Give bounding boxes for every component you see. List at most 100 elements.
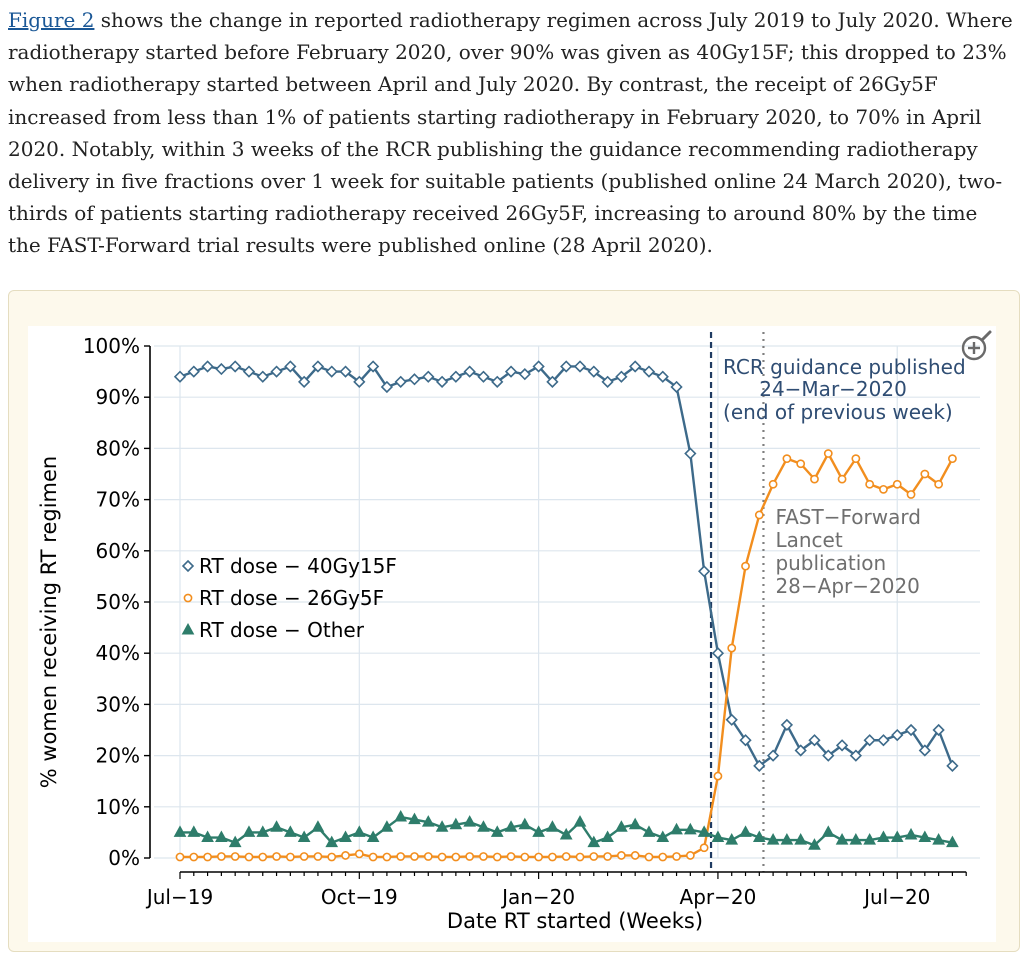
caption-paragraph: Figure 2 shows the change in reported ra… — [8, 4, 1016, 262]
series-other-point — [601, 830, 614, 843]
y-tick-label: 70% — [96, 488, 140, 512]
series-26gy5f-point — [658, 852, 668, 862]
y-tick-label: 40% — [96, 641, 140, 665]
series-40gy15f-point — [435, 375, 449, 388]
series-26gy5f-point — [810, 474, 819, 484]
series-other-point — [587, 835, 601, 848]
series-40gy15f-point — [656, 370, 669, 383]
fast-forward-annotation-line: Lancet — [775, 528, 842, 552]
series-other-point — [215, 830, 228, 843]
series-40gy15f-point — [808, 734, 821, 747]
series-40gy15f-point — [794, 744, 807, 757]
series-26gy5f-point — [313, 852, 323, 861]
series-26gy5f-point — [423, 852, 433, 861]
series-other-point — [739, 825, 752, 837]
series-other-point — [670, 822, 683, 835]
series-26gy5f-point — [520, 852, 530, 862]
series-26gy5f-point — [741, 561, 750, 571]
series-26gy5f-point — [272, 852, 281, 861]
series-other-point — [683, 822, 697, 835]
series-26gy5f-point — [368, 852, 378, 862]
series-40gy15f-point — [284, 360, 297, 373]
series-other-point — [201, 830, 214, 843]
y-tick-label: 0% — [108, 846, 140, 870]
series-26gy5f-point — [865, 479, 875, 489]
series-40gy15f-point — [711, 647, 725, 660]
y-tick-label: 80% — [96, 436, 140, 460]
rcr-annotation-line: (end of previous week) — [723, 400, 953, 424]
series-40gy15f-point — [380, 380, 394, 394]
series-40gy15f-point — [698, 565, 711, 578]
series-26gy5f-point — [548, 852, 557, 862]
series-40gy15f-point — [918, 744, 931, 757]
x-tick-label: Jul−20 — [862, 885, 930, 909]
series-40gy15f-point — [863, 734, 876, 747]
series-40gy15f-point — [325, 365, 338, 378]
series-other-point — [780, 833, 794, 845]
series-other-point — [449, 817, 463, 830]
chart-area: 0% 10% 20% 30% 40% 50% 60% 70% 80% 90% 100% Jul−19 O… — [28, 326, 996, 942]
vertical-markers — [709, 332, 765, 872]
y-tick-label: 100% — [83, 334, 140, 358]
series-26gy5f-point — [906, 490, 916, 499]
series-other-point — [339, 830, 352, 843]
x-tick-label: Jul−19 — [145, 885, 213, 909]
series-40gy15f-point — [766, 749, 780, 762]
series-40gy15f-point — [615, 370, 628, 383]
figure-2-link[interactable]: Figure 2 — [8, 8, 95, 32]
x-tick-label: Jan−20 — [500, 885, 575, 909]
series-other-point — [697, 825, 711, 837]
series-40gy15f-point — [739, 734, 752, 747]
series-40gy15f-point — [946, 759, 959, 772]
series-other-point — [463, 815, 477, 827]
series-other-point — [297, 830, 311, 843]
series-other-legend-label: RT dose − Other — [199, 618, 365, 642]
series-40gy15f-point — [229, 360, 242, 373]
series-other-point — [752, 830, 766, 843]
series-other-point — [380, 820, 394, 832]
series-40gy15f-point — [311, 360, 325, 373]
x-axis-title: Date RT started (Weeks) — [447, 909, 703, 933]
series-40gy15f-point — [904, 723, 918, 737]
series-26gy5f-point — [796, 459, 806, 469]
rcr-annotation-line: 24−Mar−2020 — [759, 377, 907, 401]
series-26gy5f-point — [189, 852, 199, 862]
zoom-in-icon[interactable] — [961, 330, 992, 361]
series-other-point — [877, 830, 890, 843]
series-26gy5f-point — [410, 852, 419, 861]
series-40gy15f-point — [753, 759, 766, 772]
series-26gy5f-point — [879, 484, 888, 494]
gridlines — [154, 345, 980, 859]
series-other-point — [421, 815, 435, 827]
series-40gy15f-point — [560, 360, 573, 373]
series-26gy5f-point — [299, 852, 309, 861]
series-other-point — [187, 825, 201, 837]
series-40gy15f-point — [422, 370, 435, 383]
series-40gy15f-point — [201, 360, 214, 373]
series-other-point — [256, 825, 270, 837]
fast-forward-annotation-line: publication — [775, 551, 886, 575]
series-40gy15f-point — [187, 365, 200, 378]
series-26gy5f-point — [465, 852, 475, 861]
series-26gy5f-point — [561, 852, 571, 861]
series-40gy15f-point — [822, 749, 835, 762]
series-26gy5f-point — [603, 852, 612, 861]
series-other-point — [518, 817, 532, 830]
series-other-point — [366, 830, 380, 843]
series-other-point — [918, 830, 932, 843]
series-26gy5f-point — [892, 479, 902, 489]
series-26gy5f-point — [920, 469, 930, 479]
series-26gy5f-legend-marker — [183, 593, 193, 603]
y-tick-label: 20% — [96, 744, 140, 768]
series-40gy15f-point — [449, 370, 462, 383]
series-26gy5f-point — [492, 852, 502, 862]
series-other-point — [849, 833, 863, 845]
series-26gy5f-point — [396, 852, 406, 861]
series-26gy5f-point — [258, 852, 268, 862]
legend: RT dose − 40Gy15F RT dose − 26Gy5F RT dose… — [181, 554, 397, 642]
series-40gy15f-point — [670, 380, 683, 394]
y-tick-label: 50% — [96, 590, 140, 614]
series-40gy15f-point — [394, 375, 407, 388]
series-26gy5f-point — [230, 852, 240, 861]
series-40gy15f-point — [270, 365, 283, 378]
